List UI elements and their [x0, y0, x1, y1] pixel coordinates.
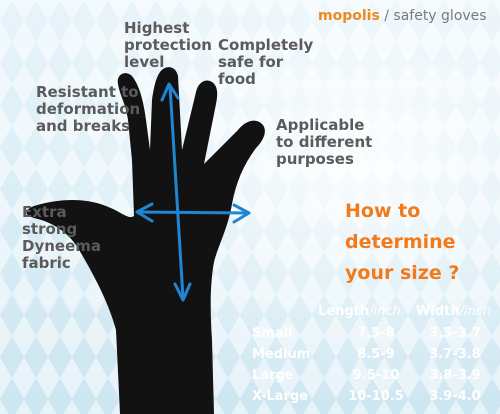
size-length: 10-10.5: [348, 389, 404, 404]
table-row: Medium 8.5-9 3.7-3.8: [252, 347, 496, 366]
size-width: 3.5-3.7: [429, 326, 481, 341]
width-header: Width/inch: [416, 304, 491, 319]
length-header: Length/inch: [318, 304, 401, 319]
width-arrow-icon: [135, 202, 251, 224]
length-unit: /inch: [369, 304, 401, 319]
feature-food-safe: Completely safe for food: [218, 36, 314, 88]
table-row: X-Large 10-10.5 3.9-4.0: [252, 389, 496, 408]
size-width: 3.8-3.9: [429, 368, 481, 383]
size-length: 9.5-10: [352, 368, 400, 383]
size-name: Large: [252, 368, 294, 383]
table-row: Large 9.5-10 3.8-3.9: [252, 368, 496, 387]
width-label: Width: [416, 304, 460, 319]
sizing-heading: How to determine your size ?: [345, 200, 460, 284]
size-width: 3.9-4.0: [429, 389, 481, 404]
size-length: 7.5-8: [357, 326, 395, 341]
feature-resistant: Resistant to deformation and breaks: [36, 83, 141, 135]
glove-shape: [26, 67, 265, 414]
size-name: Medium: [252, 347, 311, 362]
length-arrow-icon: [160, 82, 192, 302]
size-length: 8.5-9: [357, 347, 395, 362]
size-name: X-Large: [252, 389, 308, 404]
table-row: Small 7.5-8 3.5-3.7: [252, 326, 496, 345]
brand-category: safety gloves: [393, 8, 487, 24]
brand-name: mopolis: [318, 8, 380, 24]
brand-separator: /: [379, 8, 394, 24]
feature-purposes: Applicable to different purposes: [276, 116, 373, 168]
feature-fabric: Extra strong Dyneema fabric: [22, 203, 102, 272]
length-label: Length: [318, 304, 370, 319]
width-unit: /inch: [459, 304, 492, 319]
brand-tagline: mopolis / safety gloves: [318, 8, 487, 24]
size-name: Small: [252, 326, 293, 341]
size-width: 3.7-3.8: [429, 347, 481, 362]
feature-protection-level: Highest protection level: [124, 19, 212, 71]
